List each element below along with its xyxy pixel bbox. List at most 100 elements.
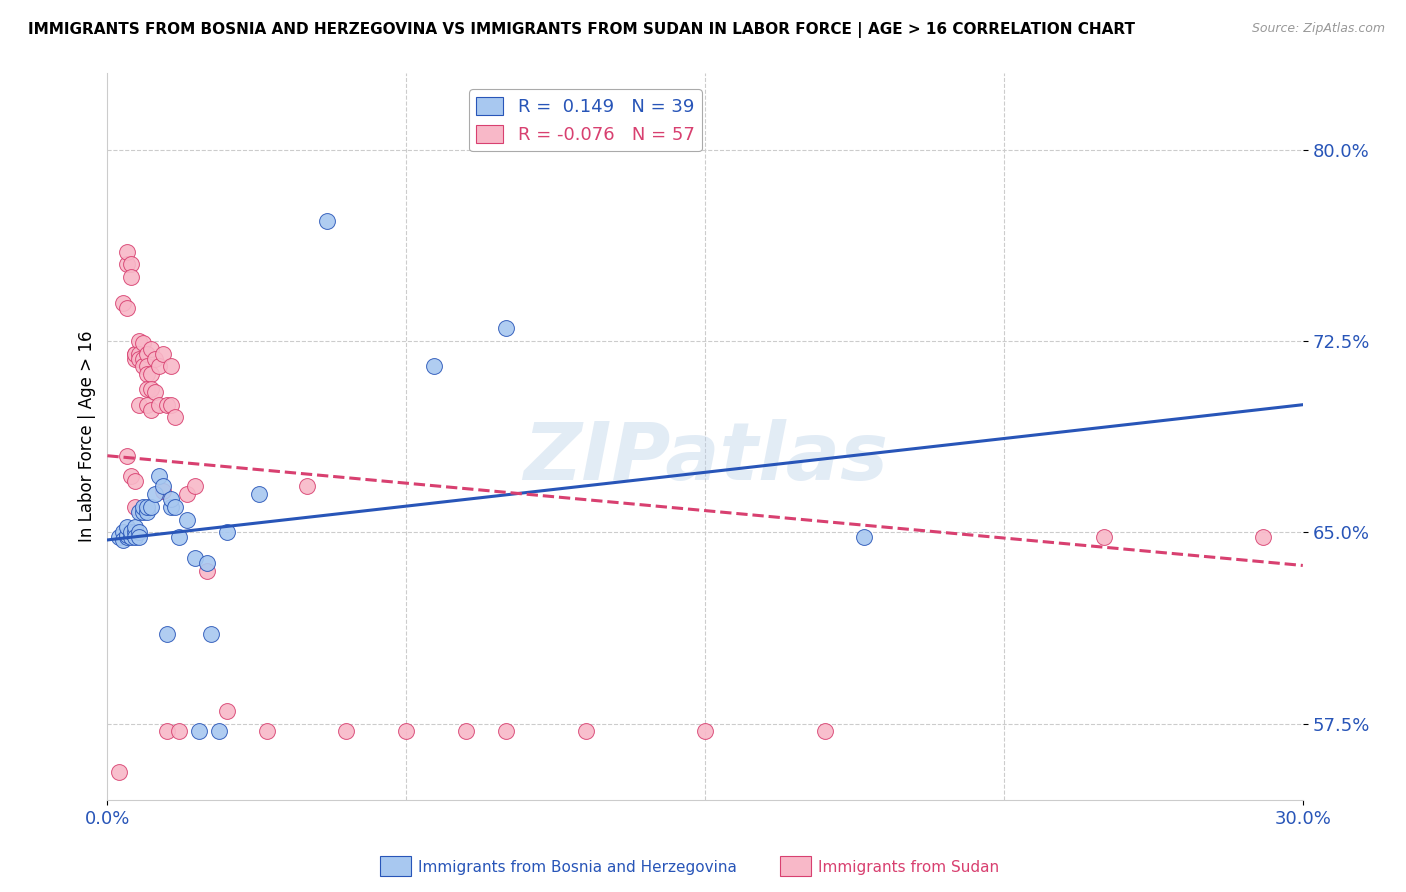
Point: [156, 398, 179, 412]
Point: [136, 367, 159, 381]
Point: [152, 346, 174, 360]
Point: [195, 556, 218, 570]
Point: [117, 530, 139, 544]
Point: [136, 500, 159, 514]
Point: [215, 704, 238, 718]
Point: [120, 257, 142, 271]
Point: [117, 301, 139, 315]
Point: [335, 724, 357, 739]
Point: [167, 530, 190, 544]
Point: [136, 359, 159, 374]
Point: [128, 351, 150, 366]
Point: [117, 520, 139, 534]
Point: [128, 346, 150, 360]
Point: [188, 724, 211, 739]
Point: [160, 359, 183, 374]
Point: [160, 398, 183, 412]
Point: [148, 359, 170, 374]
Point: [124, 351, 146, 366]
Point: [136, 346, 159, 360]
Text: Immigrants from Sudan: Immigrants from Sudan: [818, 860, 1000, 874]
Point: [132, 500, 155, 514]
Point: [141, 342, 163, 356]
Point: [124, 520, 146, 534]
Point: [132, 336, 155, 351]
Point: [124, 346, 146, 360]
Point: [423, 359, 446, 374]
Point: [176, 512, 198, 526]
Point: [132, 505, 155, 519]
Point: [128, 505, 150, 519]
Point: [124, 346, 146, 360]
Point: [136, 505, 159, 519]
Point: [160, 492, 183, 507]
Point: [124, 500, 146, 514]
Point: [143, 351, 166, 366]
Point: [165, 410, 187, 425]
Point: [256, 724, 278, 739]
Legend: R =  0.149   N = 39, R = -0.076   N = 57: R = 0.149 N = 39, R = -0.076 N = 57: [470, 89, 702, 152]
Point: [132, 351, 155, 366]
Point: [136, 383, 159, 397]
Point: [152, 484, 174, 499]
Point: [136, 398, 159, 412]
Text: Immigrants from Bosnia and Herzegovina: Immigrants from Bosnia and Herzegovina: [418, 860, 737, 874]
Point: [148, 398, 170, 412]
Point: [117, 257, 139, 271]
Point: [454, 724, 477, 739]
Point: [128, 334, 150, 348]
Point: [117, 528, 139, 542]
Point: [184, 479, 207, 493]
Point: [200, 627, 222, 641]
Point: [208, 724, 231, 739]
Point: [112, 525, 135, 540]
Point: [315, 214, 337, 228]
Point: [215, 525, 238, 540]
Point: [128, 530, 150, 544]
Point: [141, 402, 163, 417]
Point: [141, 367, 163, 381]
Point: [1251, 530, 1274, 544]
Point: [195, 564, 218, 578]
Point: [143, 487, 166, 501]
Point: [167, 724, 190, 739]
Point: [108, 530, 131, 544]
Point: [853, 530, 876, 544]
Point: [117, 244, 139, 259]
Point: [184, 550, 207, 565]
Point: [160, 500, 183, 514]
Point: [117, 449, 139, 463]
Point: [693, 724, 716, 739]
Point: [395, 724, 418, 739]
Y-axis label: In Labor Force | Age > 16: In Labor Force | Age > 16: [79, 331, 96, 542]
Point: [814, 724, 837, 739]
Point: [574, 724, 596, 739]
Point: [120, 525, 142, 540]
Point: [152, 479, 174, 493]
Point: [120, 270, 142, 285]
Point: [124, 530, 146, 544]
Point: [141, 500, 163, 514]
Point: [148, 469, 170, 483]
Point: [120, 530, 142, 544]
Point: [295, 479, 318, 493]
Point: [128, 525, 150, 540]
Point: [128, 398, 150, 412]
Text: ZIPatlas: ZIPatlas: [523, 419, 887, 498]
Point: [143, 384, 166, 399]
Point: [124, 525, 146, 540]
Point: [176, 487, 198, 501]
Point: [108, 765, 131, 780]
Point: [247, 487, 270, 501]
Point: [1092, 530, 1115, 544]
Point: [165, 500, 187, 514]
Point: [156, 724, 179, 739]
Point: [141, 383, 163, 397]
Point: [156, 627, 179, 641]
Point: [132, 359, 155, 374]
Point: [495, 321, 517, 335]
Point: [495, 724, 517, 739]
Text: Source: ZipAtlas.com: Source: ZipAtlas.com: [1251, 22, 1385, 36]
Point: [112, 533, 135, 547]
Point: [112, 295, 135, 310]
